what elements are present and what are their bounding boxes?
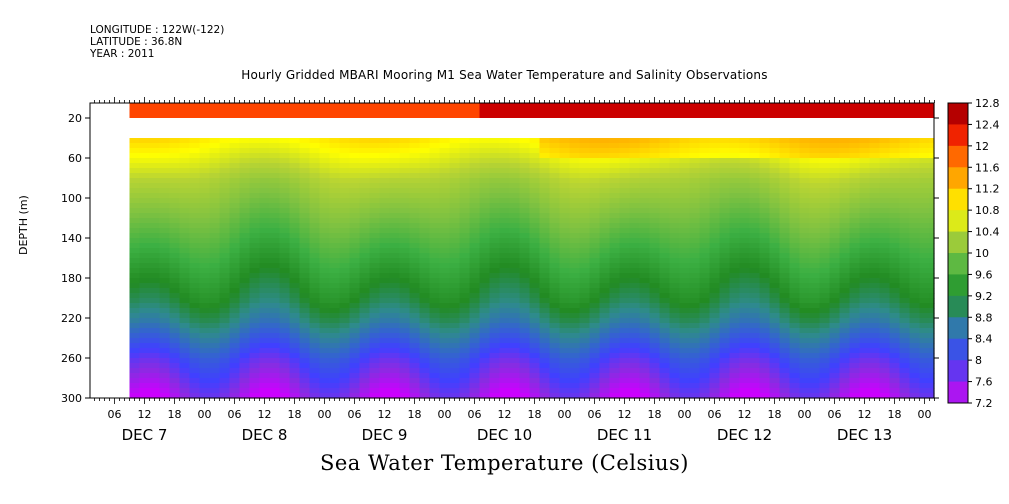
x-hour-label: 06 — [708, 408, 722, 421]
x-day-label: DEC 12 — [717, 426, 772, 444]
x-day-label: DEC 10 — [477, 426, 532, 444]
colorbar-label: 7.2 — [975, 397, 993, 410]
x-hour-label: 12 — [138, 408, 152, 421]
colorbar-cell — [948, 360, 968, 383]
x-day-label: DEC 7 — [122, 426, 168, 444]
x-day-label: DEC 11 — [597, 426, 652, 444]
colorbar-cell — [948, 295, 968, 318]
chart-title: Hourly Gridded MBARI Mooring M1 Sea Wate… — [241, 68, 768, 82]
colorbar-cell — [948, 145, 968, 168]
colorbar-label: 11.2 — [975, 183, 1000, 196]
x-hour-label: 12 — [618, 408, 632, 421]
latitude-label: LATITUDE : 36.8N — [90, 36, 183, 48]
x-hour-label: 00 — [798, 408, 812, 421]
x-hour-label: 12 — [498, 408, 512, 421]
x-hour-label: 00 — [318, 408, 332, 421]
colorbar-label: 10.8 — [975, 204, 1000, 217]
plot-frame — [89, 102, 935, 399]
colorbar-cell — [948, 338, 968, 361]
x-hour-label: 00 — [918, 408, 932, 421]
colorbar-label: 10.4 — [975, 226, 1000, 239]
x-day-label: DEC 13 — [837, 426, 892, 444]
x-day-label: DEC 9 — [362, 426, 408, 444]
longitude-label: LONGITUDE : 122W(-122) — [90, 24, 225, 36]
y-tick-label: 180 — [61, 272, 82, 285]
x-hour-label: 00 — [198, 408, 212, 421]
colorbar-label: 12.4 — [975, 118, 1000, 131]
x-hour-label: 18 — [888, 408, 902, 421]
x-hour-label: 18 — [408, 408, 422, 421]
colorbar-label: 8.8 — [975, 311, 993, 324]
x-hour-label: 06 — [828, 408, 842, 421]
x-hour-label: 06 — [468, 408, 482, 421]
colorbar-cell — [948, 103, 968, 125]
x-hour-label: 12 — [378, 408, 392, 421]
x-hour-label: 18 — [768, 408, 782, 421]
colorbar-cell — [948, 167, 968, 190]
x-hour-label: 00 — [678, 408, 692, 421]
colorbar-cell — [948, 231, 968, 254]
colorbar-label: 8 — [975, 354, 982, 367]
x-hour-label: 00 — [438, 408, 452, 421]
x-hour-label: 12 — [858, 408, 872, 421]
colorbar-cell — [948, 210, 968, 233]
x-hour-label: 18 — [648, 408, 662, 421]
colorbar-cell — [948, 381, 968, 404]
x-hour-label: 12 — [738, 408, 752, 421]
y-tick-label: 300 — [61, 392, 82, 405]
y-tick-label: 100 — [61, 192, 82, 205]
x-hour-label: 06 — [588, 408, 602, 421]
colorbar-cell — [948, 124, 968, 147]
x-hour-label: 18 — [168, 408, 182, 421]
year-label: YEAR : 2011 — [90, 48, 155, 60]
y-tick-label: 220 — [61, 312, 82, 325]
x-hour-label: 06 — [348, 408, 362, 421]
colorbar-label: 8.4 — [975, 333, 993, 346]
x-hour-label: 06 — [108, 408, 122, 421]
y-tick-label: 260 — [61, 352, 82, 365]
colorbar-label: 7.6 — [975, 376, 993, 389]
y-tick-label: 60 — [68, 152, 82, 165]
colorbar-label: 9.6 — [975, 268, 993, 281]
x-hour-label: 00 — [558, 408, 572, 421]
colorbar-label: 10 — [975, 247, 989, 260]
colorbar-label: 12 — [975, 140, 989, 153]
x-hour-label: 18 — [288, 408, 302, 421]
y-tick-label: 20 — [68, 112, 82, 125]
x-hour-label: 12 — [258, 408, 272, 421]
y-tick-label: 140 — [61, 232, 82, 245]
colorbar-cell — [948, 274, 968, 297]
colorbar-label: 9.2 — [975, 290, 993, 303]
x-day-label: DEC 8 — [242, 426, 288, 444]
x-hour-label: 06 — [228, 408, 242, 421]
metadata-block: LONGITUDE : 122W(-122) LATITUDE : 36.8N … — [90, 24, 224, 60]
colorbar-label: 12.8 — [975, 97, 1000, 110]
colorbar-cell — [948, 188, 968, 211]
colorbar-label: 11.6 — [975, 161, 1000, 174]
variable-title: Sea Water Temperature (Celsius) — [319, 451, 689, 475]
colorbar-cell — [948, 253, 968, 275]
colorbar-cell — [948, 317, 968, 340]
x-hour-label: 18 — [528, 408, 542, 421]
